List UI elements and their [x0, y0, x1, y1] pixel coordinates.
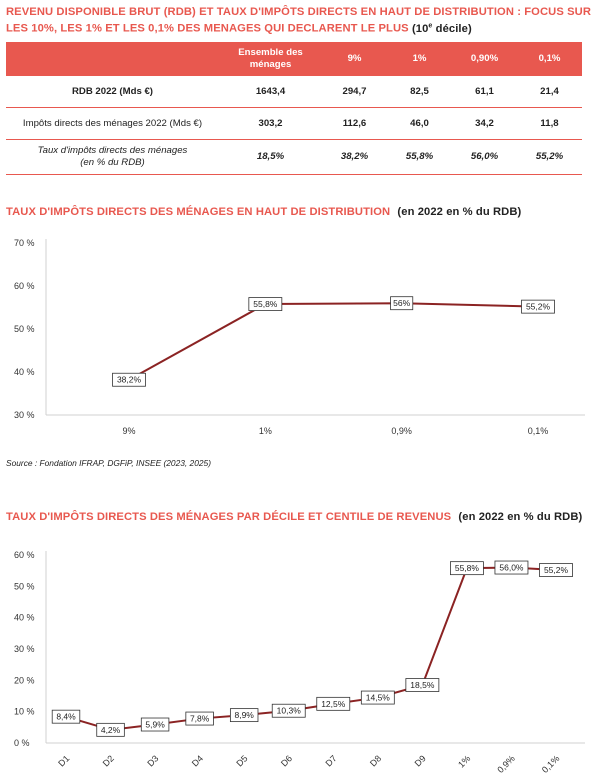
data-label: 8,9%: [229, 708, 259, 723]
svg-text:55,8%: 55,8%: [253, 299, 278, 309]
data-label: 10,3%: [271, 703, 306, 718]
table-cell: 46,0: [387, 107, 452, 140]
x-tick-label: D8: [368, 753, 383, 768]
table-header-cell: 0,1%: [517, 42, 582, 76]
series-line: [128, 302, 539, 381]
data-label: 4,2%: [96, 722, 125, 737]
svg-text:12,5%: 12,5%: [321, 699, 346, 709]
main-heading-suffix: (10e décile): [411, 22, 472, 35]
y-tick-label: 60 %: [14, 281, 35, 291]
x-tick-label: D7: [323, 753, 338, 768]
row-label: Taux d'impôts directs des ménages (en % d…: [6, 139, 219, 175]
main-heading: REVENU DISPONIBLE BRUT (RDB) ET TAUX D'I…: [6, 6, 592, 35]
table-row: RDB 2022 (Mds €) 1643,4 294,7 82,5 61,1 …: [6, 76, 582, 108]
table-header-cell: [6, 42, 219, 76]
data-label: 38,2%: [112, 372, 146, 387]
svg-text:18,5%: 18,5%: [410, 680, 435, 690]
table-header-cell: 9%: [322, 42, 387, 76]
svg-text:56%: 56%: [393, 298, 410, 308]
svg-text:7,8%: 7,8%: [190, 714, 210, 724]
chart1: 30 % 40 % 50 % 60 % 70 % 9% 1% 0,9% 0,1% 38,2% 55,…: [14, 238, 585, 436]
y-tick-label: 30 %: [14, 644, 35, 654]
table-header-cell: 0,90%: [452, 42, 517, 76]
svg-text:10,3%: 10,3%: [277, 706, 302, 716]
table-cell: 56,0%: [452, 139, 517, 175]
y-tick-label: 20 %: [14, 675, 35, 685]
svg-text:56,0%: 56,0%: [499, 563, 524, 573]
y-tick-label: 40 %: [14, 367, 35, 377]
svg-text:55,2%: 55,2%: [526, 302, 551, 312]
x-tick-label: D6: [279, 753, 294, 768]
y-tick-label: 0 %: [14, 738, 30, 748]
source-note: Source : Fondation IFRAP, DGFiP, INSEE (…: [6, 458, 211, 468]
table-header-cell: Ensemble des ménages: [219, 42, 322, 76]
chart2: 0 % 10 % 20 % 30 % 40 % 50 % 60 % D1 D2 D3 D4 D5 D6 D…: [14, 550, 585, 775]
x-tick-label: 0,1%: [528, 426, 549, 436]
x-tick-label: 9%: [122, 426, 135, 436]
data-label: 56,0%: [494, 560, 529, 575]
svg-text:14,5%: 14,5%: [366, 693, 391, 703]
rdb-table: Ensemble des ménages 9% 1% 0,90% 0,1% RD…: [6, 42, 582, 175]
y-tick-label: 60 %: [14, 550, 35, 560]
series-line: [65, 566, 557, 731]
data-label: 12,5%: [316, 696, 351, 711]
row-label: RDB 2022 (Mds €): [6, 76, 219, 108]
data-label: 55,2%: [539, 563, 573, 577]
chart1-heading: TAUX D'IMPÔTS DIRECTS DES MÉNAGES EN HAU…: [6, 206, 522, 218]
table-row: Impôts directs des ménages 2022 (Mds €) …: [6, 107, 582, 140]
data-label: 55,8%: [248, 297, 283, 311]
table-cell: 18,5%: [219, 139, 322, 175]
data-label: 18,5%: [405, 678, 440, 692]
data-label: 14,5%: [360, 690, 395, 705]
x-tick-label: 0,9%: [495, 753, 517, 775]
y-tick-label: 10 %: [14, 707, 35, 717]
x-tick-label: D2: [101, 753, 116, 768]
table-header-row: Ensemble des ménages 9% 1% 0,90% 0,1%: [6, 42, 582, 76]
x-tick-label: D9: [413, 753, 428, 768]
table-cell: 82,5: [387, 76, 452, 108]
row-label: Impôts directs des ménages 2022 (Mds €): [6, 107, 219, 140]
data-label: 55,2%: [521, 299, 555, 314]
y-tick-label: 50 %: [14, 581, 35, 591]
y-tick-label: 50 %: [14, 324, 35, 334]
svg-text:55,8%: 55,8%: [455, 563, 480, 573]
table-cell: 294,7: [322, 76, 387, 108]
svg-text:4,2%: 4,2%: [101, 725, 121, 735]
data-label: 56%: [390, 296, 414, 311]
data-label: 8,4%: [51, 709, 81, 724]
x-tick-label: D4: [190, 753, 205, 768]
table-cell: 34,2: [452, 107, 517, 140]
svg-text:8,9%: 8,9%: [234, 710, 254, 720]
table-header-cell: 1%: [387, 42, 452, 76]
table-row: Taux d'impôts directs des ménages (en % d…: [6, 139, 582, 175]
table-cell: 61,1: [452, 76, 517, 108]
x-tick-label: 0,1%: [540, 753, 562, 775]
x-tick-label: 1%: [456, 753, 472, 769]
table-cell: 112,6: [322, 107, 387, 140]
svg-text:55,2%: 55,2%: [544, 565, 569, 575]
table-cell: 11,8: [517, 107, 582, 140]
data-label: 7,8%: [185, 711, 214, 726]
table-cell: 38,2%: [322, 139, 387, 175]
chart2-heading: TAUX D'IMPÔTS DIRECTS DES MÉNAGES PAR DÉ…: [6, 511, 583, 523]
x-tick-label: D1: [56, 753, 71, 768]
x-tick-label: 1%: [259, 426, 272, 436]
y-tick-label: 30 %: [14, 410, 35, 420]
table-cell: 303,2: [219, 107, 322, 140]
y-tick-label: 40 %: [14, 613, 35, 623]
x-tick-label: D3: [145, 753, 160, 768]
x-tick-label: D5: [234, 753, 249, 768]
data-label: 5,9%: [140, 717, 170, 732]
table-cell: 1643,4: [219, 76, 322, 108]
x-tick-label: 0,9%: [391, 426, 412, 436]
svg-text:8,4%: 8,4%: [56, 712, 76, 722]
y-tick-label: 70 %: [14, 238, 35, 248]
data-label: 55,8%: [450, 561, 484, 576]
table-cell: 21,4: [517, 76, 582, 108]
table-cell: 55,8%: [387, 139, 452, 175]
table-cell: 55,2%: [517, 139, 582, 175]
svg-text:38,2%: 38,2%: [117, 375, 142, 385]
svg-text:5,9%: 5,9%: [145, 720, 165, 730]
